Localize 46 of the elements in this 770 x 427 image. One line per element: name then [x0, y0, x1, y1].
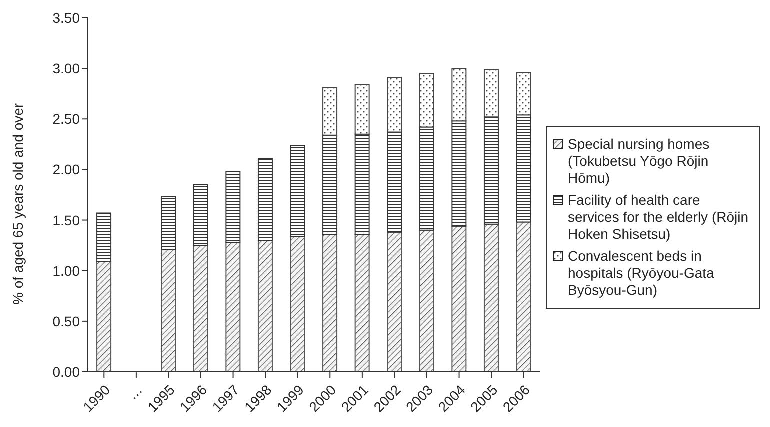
bar	[484, 69, 499, 118]
bar	[226, 171, 241, 244]
bar	[161, 249, 176, 372]
legend-label: Facility of health care services for the elderly (Rōjin Hoken Shisetsu)	[568, 192, 750, 243]
y-tick-label: 1.00	[52, 262, 80, 279]
bar	[290, 144, 306, 237]
bar	[193, 184, 208, 246]
bar	[322, 87, 338, 136]
bar	[419, 230, 434, 372]
bar	[226, 242, 241, 372]
bar	[290, 236, 306, 372]
bar	[258, 158, 273, 242]
bar	[516, 72, 532, 116]
bar	[452, 120, 467, 227]
bar	[387, 77, 402, 133]
bar	[96, 261, 112, 372]
bar	[516, 114, 532, 223]
bar	[484, 224, 499, 372]
bar	[419, 126, 434, 231]
bar	[452, 68, 467, 122]
legend-label: Special nursing homes (Tokubetsu Yōgo Rōjin Hōmu)	[568, 136, 711, 187]
y-tick-label: 1.50	[52, 212, 80, 228]
bar	[354, 84, 370, 135]
bar	[322, 234, 338, 372]
y-tick-label: 3.50	[52, 10, 80, 26]
bar	[419, 73, 434, 128]
bar	[354, 134, 370, 235]
y-tick-label: 0.00	[52, 364, 80, 380]
bar	[258, 240, 273, 372]
y-tick-label: 3.00	[52, 60, 80, 77]
bar	[452, 226, 467, 372]
x-tick-label: …	[124, 382, 146, 404]
bar	[161, 196, 176, 250]
bar	[387, 232, 402, 372]
bar	[387, 132, 402, 233]
legend-label: Convalescent beds in hospitals (Ryōyou-Gata Byōsyou-Gun)	[568, 248, 716, 299]
y-axis-title: % of aged 65 years old and over	[10, 103, 26, 305]
bar	[322, 134, 338, 235]
y-tick-label: 2.00	[52, 162, 80, 178]
bar	[516, 222, 532, 372]
bar	[193, 245, 208, 372]
bar	[96, 212, 112, 262]
y-tick-label: 2.50	[52, 111, 80, 128]
bar	[484, 116, 499, 225]
bar	[354, 234, 370, 372]
y-tick-label: 0.50	[52, 313, 80, 330]
